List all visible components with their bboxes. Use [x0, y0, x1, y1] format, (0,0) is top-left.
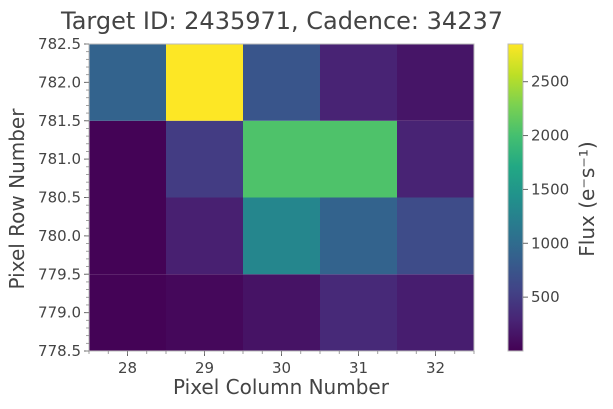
y-tick-label: 781.5	[38, 112, 81, 130]
colorbar-axis: 500 1000 1500 2000 2500	[523, 73, 569, 306]
heatmap-cell	[397, 197, 474, 275]
heatmap-cell	[320, 120, 397, 198]
heatmap-cell	[89, 44, 166, 121]
chart-title: Target ID: 2435971, Cadence: 34237	[60, 7, 503, 35]
y-tick-label: 779.0	[38, 304, 81, 322]
colorbar-tick-label: 2000	[531, 127, 569, 145]
colorbar-tick-label: 1500	[531, 180, 569, 198]
y-tick-label: 779.5	[38, 265, 81, 283]
heatmap-cell	[320, 44, 397, 121]
colorbar-tick-label: 500	[531, 288, 560, 306]
y-tick-label: 780.0	[38, 227, 81, 245]
heatmap-cell	[243, 274, 320, 351]
heatmap-cell	[89, 197, 166, 275]
x-tick-label: 29	[195, 359, 214, 377]
heatmap-cell	[166, 120, 243, 198]
heatmap-cell	[397, 44, 474, 121]
colorbar-label: Flux (e⁻s⁻¹)	[575, 141, 599, 256]
heatmap-cell	[89, 120, 166, 198]
heatmap-cell	[320, 197, 397, 275]
heatmap-cell	[397, 120, 474, 198]
heatmap-cell	[320, 274, 397, 351]
heatmap-cell	[243, 44, 320, 121]
x-tick-label: 31	[349, 359, 368, 377]
y-tick-label: 781.0	[38, 150, 81, 168]
y-tick-label: 782.0	[38, 73, 81, 91]
heatmap-cell	[243, 120, 320, 198]
heatmap-cell	[166, 274, 243, 351]
y-tick-label: 778.5	[38, 342, 81, 360]
heatmap-cell	[166, 197, 243, 275]
heatmap-cell	[397, 274, 474, 351]
heatmap-cell	[166, 44, 243, 121]
y-tick-label: 782.5	[38, 35, 81, 53]
heatmap-cell	[89, 274, 166, 351]
x-tick-label: 32	[426, 359, 445, 377]
heatmap-cell	[243, 197, 320, 275]
colorbar-tick-label: 1000	[531, 234, 569, 252]
colorbar-tick-label: 2500	[531, 73, 569, 91]
x-tick-label: 28	[118, 359, 137, 377]
colorbar	[507, 43, 524, 352]
heatmap-cells	[89, 44, 474, 351]
y-axis-label: Pixel Row Number	[5, 108, 29, 290]
y-axis: 778.5 779.0 779.5 780.0 780.5 781.0 781.5 782.0…	[38, 35, 89, 360]
y-tick-label: 780.5	[38, 189, 81, 207]
x-tick-label: 30	[272, 359, 291, 377]
x-axis: 28 29 30 31 32	[88, 351, 475, 377]
x-axis-label: Pixel Column Number	[173, 375, 390, 399]
